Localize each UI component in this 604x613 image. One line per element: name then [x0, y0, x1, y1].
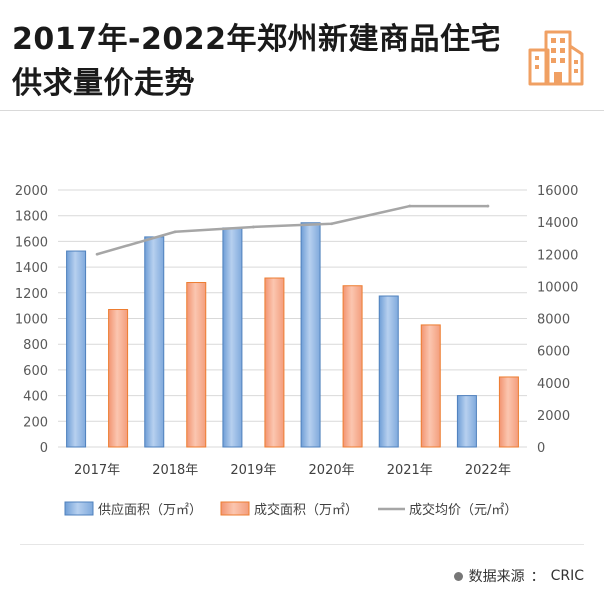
line-avg-price	[96, 204, 488, 256]
legend-label-deal: 成交面积（万㎡）	[254, 502, 358, 518]
source-value: CRIC	[550, 568, 584, 584]
x-tick-label: 2022年	[465, 463, 511, 478]
title-line-2: 供求量价走势	[12, 66, 195, 101]
data-source: 数据来源 ： CRIC	[453, 566, 584, 586]
y-right-tick-label: 6000	[537, 345, 570, 360]
bar-supply-2	[222, 227, 243, 448]
title-line-1: 2017年-2022年郑州新建商品住宅	[12, 22, 501, 57]
y-left-tick-label: 400	[23, 390, 48, 405]
source-separator: ：	[530, 569, 545, 585]
x-tick-label: 2018年	[152, 463, 198, 478]
y-left-tick-label: 1800	[15, 210, 48, 225]
y-left-tick-label: 800	[23, 338, 48, 353]
legend-swatch-deal	[220, 501, 250, 516]
y-left-tick-label: 1400	[15, 261, 48, 276]
point-avg-price-2	[252, 225, 255, 229]
legend-swatch-supply	[64, 501, 94, 516]
y-left-tick-label: 600	[23, 364, 48, 379]
y-left-tick-label: 200	[23, 415, 48, 430]
bar-deal-3	[342, 285, 363, 448]
y-right-tick-label: 16000	[537, 184, 578, 199]
bar-supply-4	[378, 295, 399, 448]
point-avg-price-5	[486, 204, 490, 208]
buildings-icon	[528, 30, 584, 86]
y-left-tick-label: 1600	[15, 235, 48, 250]
y-left-tick-label: 1000	[15, 313, 48, 328]
header-divider	[0, 110, 604, 111]
y-left-tick-label: 2000	[15, 184, 48, 199]
point-avg-price-3	[330, 222, 333, 226]
point-avg-price-0	[95, 252, 99, 256]
x-tick-label: 2021年	[387, 463, 433, 478]
x-tick-label: 2020年	[309, 463, 355, 478]
bar-supply-3	[300, 222, 321, 448]
bar-supply-5	[456, 395, 477, 448]
y-right-tick-label: 0	[537, 441, 545, 456]
y-right-tick-label: 14000	[537, 216, 578, 231]
bar-deal-4	[420, 324, 441, 448]
x-tick-label: 2019年	[230, 463, 276, 478]
bullet-dot-icon	[453, 571, 463, 581]
bar-deal-5	[498, 376, 519, 448]
x-tick-label: 2017年	[74, 463, 120, 478]
bar-deal-2	[264, 277, 285, 448]
page-title: 2017年-2022年郑州新建商品住宅 供求量价走势	[12, 18, 512, 106]
y-right-tick-label: 4000	[537, 377, 570, 392]
y-right-tick-label: 10000	[537, 280, 578, 295]
y-left-tick-label: 1200	[15, 287, 48, 302]
source-label: 数据来源	[468, 569, 525, 585]
footer-divider	[20, 544, 584, 545]
combo-chart: 0 200 400 600 800 1000 1200 1400 1600 1800 2000 0 20…	[15, 184, 578, 518]
legend-label-price: 成交均价（元/㎡）	[409, 502, 517, 518]
y-right-tick-label: 2000	[537, 409, 570, 424]
y-right-tick-label: 8000	[537, 313, 570, 328]
y-right-tick-label: 12000	[537, 248, 578, 263]
bar-deal-0	[108, 309, 129, 448]
bar-deal-1	[186, 282, 207, 448]
y-left-tick-label: 0	[40, 441, 48, 456]
legend-label-supply: 供应面积（万㎡）	[98, 502, 202, 518]
point-avg-price-4	[408, 204, 412, 208]
bar-supply-1	[144, 236, 165, 448]
point-avg-price-1	[173, 230, 177, 234]
bar-supply-0	[66, 250, 87, 448]
